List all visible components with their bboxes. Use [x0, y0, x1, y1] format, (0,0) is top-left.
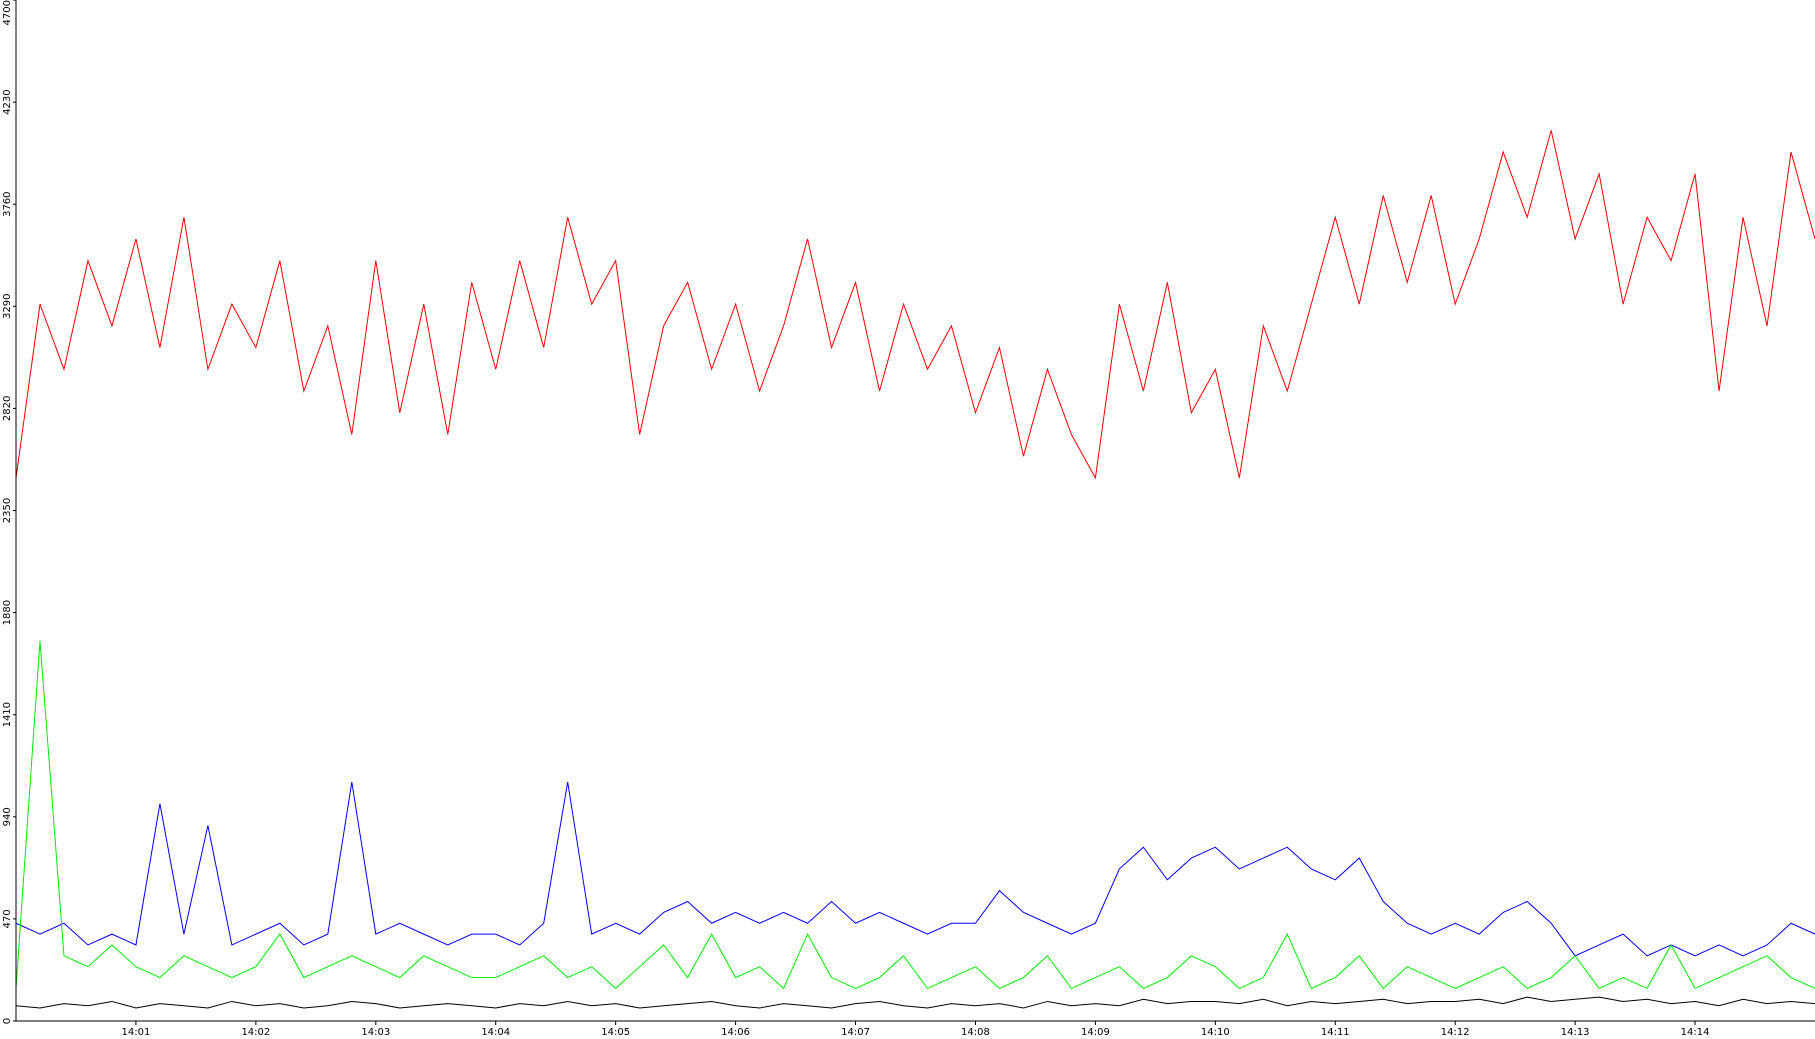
x-tick-label: 14:04 — [481, 1027, 510, 1038]
y-tick-label: 0 — [2, 1018, 13, 1024]
x-tick-label: 14:01 — [122, 1027, 151, 1038]
x-tick-label: 14:12 — [1441, 1027, 1470, 1038]
x-tick-label: 14:07 — [841, 1027, 870, 1038]
y-tick-label: 2820 — [2, 396, 13, 421]
x-tick-label: 14:13 — [1561, 1027, 1590, 1038]
y-tick-label: 470 — [2, 909, 13, 928]
x-tick-label: 14:10 — [1201, 1027, 1230, 1038]
x-tick-label: 14:02 — [241, 1027, 270, 1038]
y-tick-label: 1880 — [2, 600, 13, 625]
y-tick-label: 1410 — [2, 702, 13, 727]
y-tick-label: 3290 — [2, 294, 13, 319]
y-tick-label: 940 — [2, 807, 13, 826]
x-tick-label: 14:11 — [1321, 1027, 1350, 1038]
x-tick-label: 14:08 — [961, 1027, 990, 1038]
y-tick-label: 4700 — [2, 0, 13, 25]
x-tick-label: 14:05 — [601, 1027, 630, 1038]
x-tick-label: 14:14 — [1681, 1027, 1710, 1038]
x-tick-label: 14:06 — [721, 1027, 750, 1038]
y-tick-label: 3760 — [2, 191, 13, 216]
series-line — [15, 640, 1815, 990]
y-tick-label: 2350 — [2, 498, 13, 523]
series-line — [15, 130, 1815, 480]
x-tick-label: 14:03 — [361, 1027, 390, 1038]
series-line — [15, 781, 1815, 957]
x-tick-label: 14:09 — [1081, 1027, 1110, 1038]
series-line — [15, 996, 1815, 1009]
y-tick-label: 4230 — [2, 89, 13, 114]
